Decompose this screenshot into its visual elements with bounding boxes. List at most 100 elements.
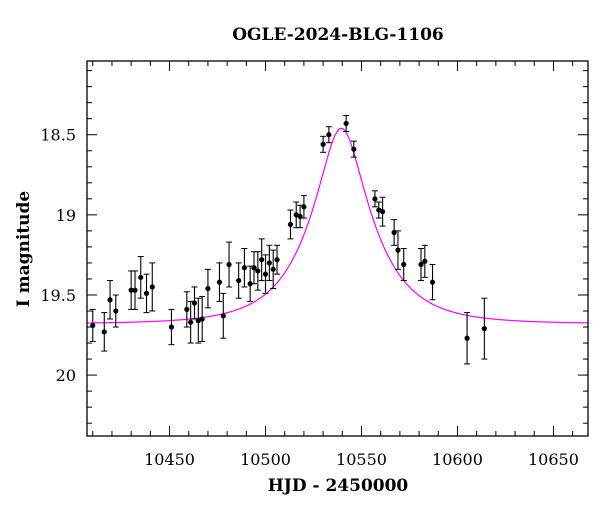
- x-axis-label: HJD - 2450000: [268, 476, 409, 496]
- data-marker: [343, 120, 349, 127]
- data-point: [394, 230, 401, 270]
- data-marker: [270, 266, 276, 272]
- data-point: [183, 291, 190, 328]
- data-point: [258, 238, 265, 282]
- data-marker: [418, 261, 424, 268]
- model-curve: [86, 127, 589, 324]
- data-marker: [255, 268, 261, 274]
- data-marker: [481, 326, 487, 332]
- data-marker: [380, 209, 386, 215]
- data-point: [320, 135, 327, 153]
- data-marker: [351, 146, 357, 152]
- x-tick-label: 10650: [528, 450, 579, 469]
- data-point: [143, 273, 150, 314]
- data-marker: [259, 257, 265, 263]
- data-point: [220, 292, 227, 339]
- data-marker: [149, 284, 155, 290]
- data-marker: [236, 277, 242, 284]
- data-marker: [247, 281, 253, 287]
- data-marker: [132, 287, 138, 293]
- data-point: [199, 296, 206, 342]
- data-point: [107, 280, 114, 320]
- data-marker: [262, 271, 269, 277]
- data-point: [391, 219, 398, 246]
- plot-frame: [86, 60, 589, 437]
- data-marker: [241, 265, 248, 271]
- data-point: [168, 308, 175, 346]
- data-marker: [320, 141, 326, 147]
- data-point: [300, 195, 307, 219]
- data-point: [131, 270, 138, 310]
- data-point: [325, 126, 332, 144]
- y-tick-label: 18.5: [40, 126, 76, 145]
- data-marker: [422, 258, 428, 264]
- data-marker: [138, 274, 144, 280]
- data-point: [400, 248, 407, 282]
- data-point: [101, 312, 108, 352]
- data-point: [254, 251, 261, 291]
- data-marker: [301, 204, 307, 210]
- data-point: [195, 297, 202, 344]
- data-point: [343, 114, 350, 133]
- data-point: [226, 241, 233, 288]
- data-marker: [220, 313, 226, 319]
- data-marker: [168, 324, 175, 330]
- data-marker: [128, 287, 134, 293]
- data-point: [350, 140, 357, 158]
- data-point: [418, 248, 424, 282]
- data-marker: [395, 247, 401, 253]
- data-point: [241, 248, 248, 288]
- y-tick-label: 19.5: [40, 286, 76, 305]
- x-tick-label: 10500: [240, 450, 291, 469]
- data-marker: [274, 257, 280, 263]
- data-point: [429, 264, 436, 301]
- data-point: [251, 251, 257, 285]
- data-point: [274, 244, 281, 275]
- data-marker: [429, 279, 436, 285]
- data-point: [149, 262, 156, 312]
- data-marker: [464, 335, 470, 341]
- data-point: [235, 262, 242, 299]
- data-point: [371, 190, 378, 208]
- data-points: [89, 114, 488, 365]
- data-marker: [401, 261, 407, 268]
- data-marker: [226, 261, 232, 268]
- data-marker: [101, 329, 107, 335]
- data-marker: [188, 319, 194, 325]
- axis-ticks: [87, 61, 588, 436]
- data-marker: [251, 265, 257, 271]
- data-marker: [107, 297, 113, 303]
- data-point: [191, 286, 198, 320]
- y-tick-label: 20: [56, 366, 76, 385]
- data-marker: [216, 279, 223, 285]
- data-point: [216, 262, 223, 302]
- data-marker: [205, 285, 211, 292]
- data-point: [379, 196, 386, 227]
- data-point: [266, 244, 273, 282]
- data-marker: [372, 196, 378, 202]
- data-point: [287, 209, 294, 240]
- data-marker: [113, 308, 119, 314]
- x-tick-label: 10550: [336, 450, 387, 469]
- data-point: [270, 249, 277, 290]
- data-marker: [199, 316, 205, 322]
- data-marker: [191, 300, 198, 306]
- data-point: [112, 294, 119, 328]
- y-axis-label: I magnitude: [14, 191, 34, 308]
- data-point: [464, 312, 471, 365]
- x-tick-label: 10600: [432, 450, 483, 469]
- y-tick-label: 19: [56, 206, 76, 225]
- chart-title: OGLE-2024-BLG-1106: [232, 25, 444, 45]
- data-marker: [326, 132, 332, 138]
- data-point: [481, 297, 488, 360]
- data-point: [137, 256, 144, 299]
- data-marker: [266, 260, 272, 266]
- data-point: [204, 268, 211, 309]
- data-marker: [184, 306, 190, 312]
- data-point: [89, 308, 96, 342]
- data-point: [247, 265, 254, 302]
- x-tick-label: 10450: [144, 450, 195, 469]
- data-marker: [287, 221, 294, 228]
